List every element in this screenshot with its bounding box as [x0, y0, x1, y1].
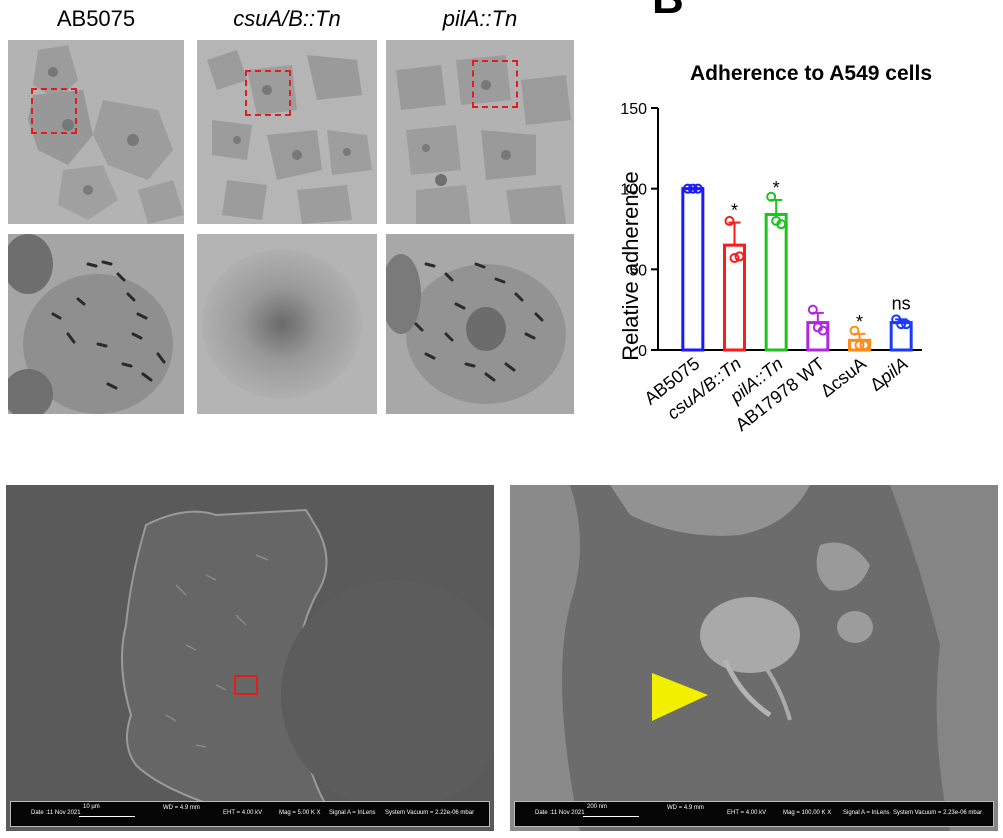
- sem-info-bar: Date :11 Nov 2021 10 µm WD = 4.9 mm EHT …: [10, 801, 490, 827]
- data-point: [901, 319, 912, 330]
- sem-scale-label: 200 nm: [587, 804, 608, 810]
- data-point: [682, 183, 693, 194]
- sem-mag: Mag = 100.00 K X: [783, 810, 832, 816]
- micrograph-pila-zoom: [386, 234, 574, 414]
- panel-letter-b: B: [652, 0, 684, 24]
- sem-signal: Signal A = InLens: [843, 810, 890, 816]
- micrograph-pila-overview: [386, 40, 574, 224]
- data-point: [854, 340, 865, 351]
- bar-group: ns: [889, 293, 913, 352]
- data-point: [859, 340, 870, 351]
- data-point: [734, 251, 745, 262]
- data-point: [729, 253, 740, 264]
- y-tick-label: 0: [638, 343, 647, 360]
- zoom-region-box: [31, 88, 77, 134]
- sem-scale-bar: [79, 816, 135, 817]
- data-point: [807, 304, 818, 315]
- sem-scale-bar: [583, 816, 639, 817]
- bar: [681, 187, 705, 352]
- bar-group: *: [764, 178, 788, 352]
- sem-mag: Mag = 5.00 K X: [279, 810, 321, 816]
- sem-date: Date :11 Nov 2021: [535, 810, 585, 816]
- y-tick-label: 100: [620, 182, 647, 199]
- strain-label-ab5075: AB5075: [56, 6, 136, 31]
- x-tick-label: ΔcsuA: [817, 353, 870, 401]
- sem-wd: WD = 4.9 mm: [667, 805, 704, 811]
- significance-label: ns: [892, 293, 911, 313]
- y-tick-label: 50: [629, 262, 647, 279]
- sem-eht: EHT = 4.00 kV: [223, 810, 263, 816]
- y-tick-label: 150: [620, 101, 647, 118]
- strain-label-csuab-tn: csuA/B::Tn: [233, 6, 341, 31]
- data-point: [687, 183, 698, 194]
- bar-group: *: [848, 312, 871, 352]
- significance-label: *: [856, 312, 863, 332]
- data-point: [817, 325, 828, 336]
- chart-title: Adherence to A549 cells: [690, 62, 932, 85]
- micrograph-ab5075-overview: [8, 40, 184, 224]
- data-point: [776, 219, 787, 230]
- sem-image-zoom: Date :11 Nov 2021 200 nm WD = 4.9 mm EHT…: [510, 485, 998, 831]
- bar-group: [806, 304, 830, 352]
- sem-wd: WD = 4.9 mm: [163, 805, 200, 811]
- sem-vacuum: System Vacuum = 2.23e-06 mbar: [893, 810, 983, 816]
- data-point: [849, 325, 860, 336]
- bar-group: *: [723, 201, 746, 352]
- significance-label: *: [731, 201, 738, 221]
- sem-info-bar: Date :11 Nov 2021 200 nm WD = 4.9 mm EHT…: [514, 801, 994, 827]
- significance-label: *: [773, 178, 780, 198]
- micrograph-ab5075-zoom: [8, 234, 184, 414]
- micrograph-csuab-overview: [197, 40, 377, 224]
- data-point: [692, 183, 703, 194]
- sem-scale-label: 10 µm: [83, 804, 100, 810]
- sem-zoom-region-box: [234, 675, 258, 695]
- bar: [764, 212, 788, 352]
- sem-image-overview: Date :11 Nov 2021 10 µm WD = 4.9 mm EHT …: [6, 485, 494, 831]
- data-point: [766, 191, 777, 202]
- x-tick-label: ΔpilA: [866, 353, 911, 395]
- sem-date: Date :11 Nov 2021: [31, 810, 81, 816]
- bar-group: [681, 183, 705, 352]
- zoom-region-box: [472, 60, 518, 108]
- micrograph-csuab-zoom: [197, 234, 377, 414]
- zoom-region-box: [245, 70, 291, 116]
- chart-axes: 0 50 100 150: [620, 101, 922, 360]
- y-axis-label: Relative adherence: [618, 171, 643, 361]
- sem-eht: EHT = 4.00 kV: [727, 810, 767, 816]
- data-point: [724, 215, 735, 226]
- chart-marks: * * * ns: [681, 178, 913, 352]
- data-point: [896, 319, 907, 330]
- strain-label-pila-tn: pilA::Tn: [442, 6, 518, 31]
- sem-signal: Signal A = InLens: [329, 810, 376, 816]
- sem-vacuum: System Vacuum = 2.22e-06 mbar: [385, 810, 475, 816]
- adherence-bar-chart: Adherence to A549 cells Relative adheren…: [618, 62, 932, 435]
